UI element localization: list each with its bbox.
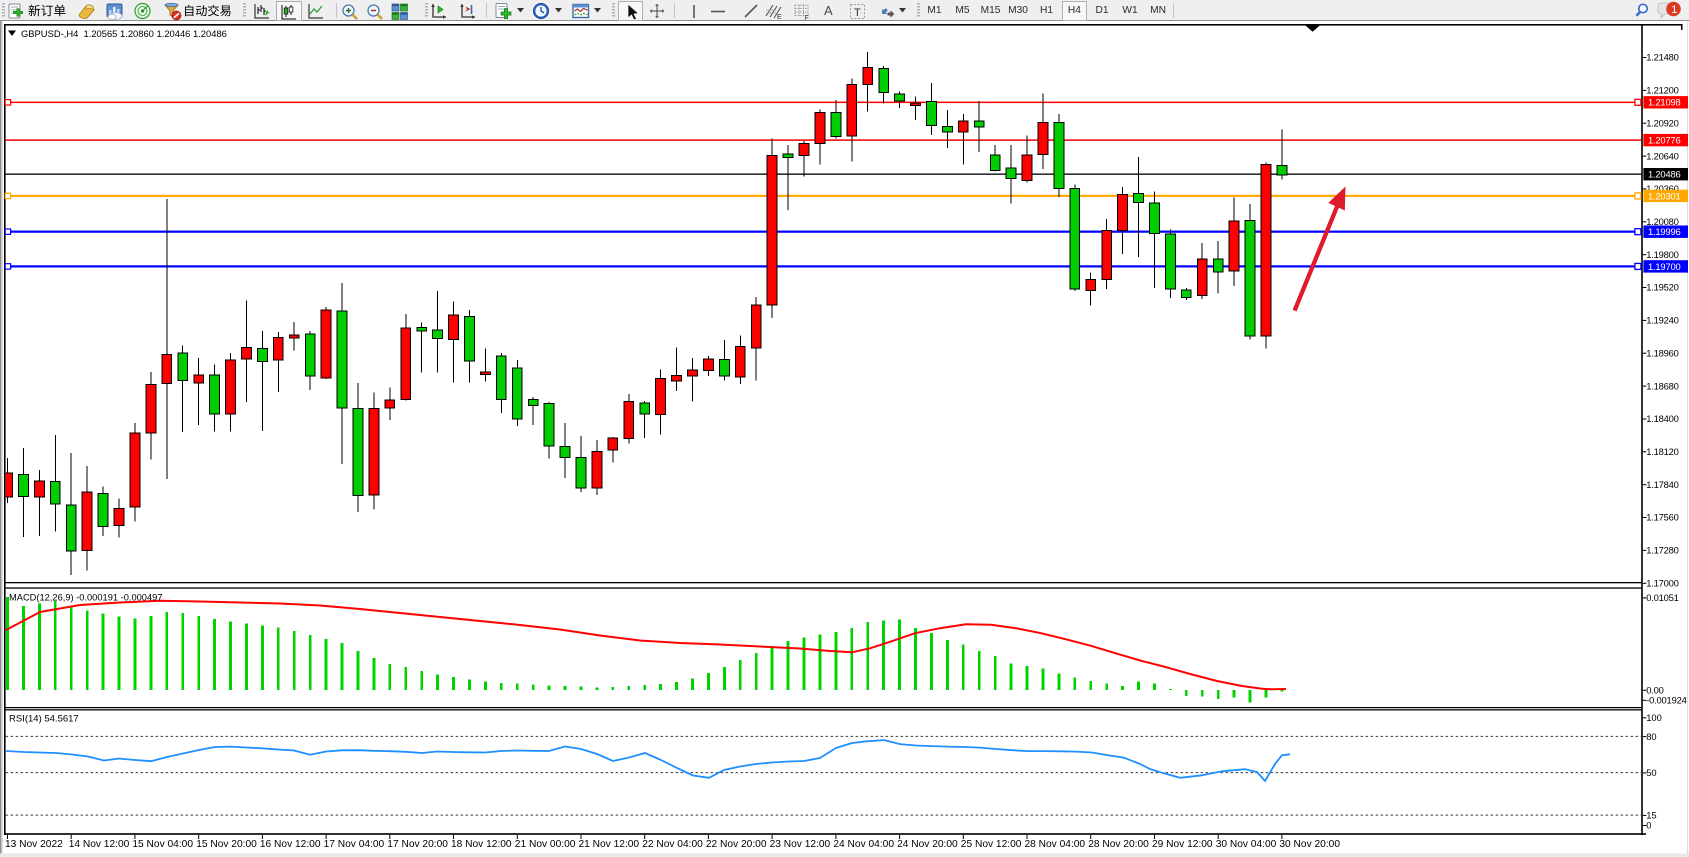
svg-text:21 Nov 12:00: 21 Nov 12:00 bbox=[579, 839, 640, 850]
svg-text:16 Nov 12:00: 16 Nov 12:00 bbox=[260, 839, 321, 850]
svg-text:50: 50 bbox=[1646, 767, 1656, 778]
svg-text:1.17560: 1.17560 bbox=[1646, 512, 1679, 523]
svg-text:13 Nov 2022: 13 Nov 2022 bbox=[5, 839, 63, 850]
svg-text:80: 80 bbox=[1646, 731, 1656, 742]
svg-text:1.17000: 1.17000 bbox=[1646, 578, 1679, 589]
svg-text:-0.001924: -0.001924 bbox=[1646, 695, 1686, 706]
svg-text:1.21098: 1.21098 bbox=[1648, 97, 1681, 108]
svg-text:100: 100 bbox=[1646, 712, 1662, 723]
svg-text:1.20920: 1.20920 bbox=[1646, 117, 1679, 128]
svg-text:1.19240: 1.19240 bbox=[1646, 315, 1679, 326]
svg-text:1.17840: 1.17840 bbox=[1646, 479, 1679, 490]
svg-text:17 Nov 20:00: 17 Nov 20:00 bbox=[387, 839, 448, 850]
svg-text:0.00: 0.00 bbox=[1646, 685, 1663, 696]
svg-text:29 Nov 12:00: 29 Nov 12:00 bbox=[1152, 839, 1213, 850]
svg-text:30 Nov 04:00: 30 Nov 04:00 bbox=[1216, 839, 1277, 850]
svg-text:1.20640: 1.20640 bbox=[1646, 150, 1679, 161]
svg-text:1.18400: 1.18400 bbox=[1646, 413, 1679, 424]
svg-text:1.21480: 1.21480 bbox=[1646, 52, 1679, 63]
svg-text:25 Nov 12:00: 25 Nov 12:00 bbox=[961, 839, 1022, 850]
svg-text:28 Nov 20:00: 28 Nov 20:00 bbox=[1088, 839, 1149, 850]
svg-text:E: E bbox=[777, 14, 782, 21]
svg-text:18 Nov 12:00: 18 Nov 12:00 bbox=[451, 839, 512, 850]
svg-text:14 Nov 12:00: 14 Nov 12:00 bbox=[69, 839, 130, 850]
svg-text:GBPUSD-,H4 1.20565 1.20860 1.: GBPUSD-,H4 1.20565 1.20860 1.20446 1.204… bbox=[21, 28, 227, 39]
svg-text:15 Nov 20:00: 15 Nov 20:00 bbox=[196, 839, 257, 850]
svg-text:24 Nov 04:00: 24 Nov 04:00 bbox=[833, 839, 894, 850]
svg-text:1.20486: 1.20486 bbox=[1648, 169, 1681, 180]
svg-text:1.20301: 1.20301 bbox=[1648, 190, 1681, 201]
svg-text:22 Nov 20:00: 22 Nov 20:00 bbox=[706, 839, 767, 850]
svg-text:1.18960: 1.18960 bbox=[1646, 347, 1679, 358]
svg-text:1.20776: 1.20776 bbox=[1648, 135, 1681, 146]
svg-text:15: 15 bbox=[1646, 810, 1656, 821]
svg-text:1.19700: 1.19700 bbox=[1648, 261, 1681, 272]
svg-text:15 Nov 04:00: 15 Nov 04:00 bbox=[132, 839, 193, 850]
svg-text:0: 0 bbox=[1646, 820, 1651, 831]
svg-text:1.17280: 1.17280 bbox=[1646, 545, 1679, 556]
svg-text:1.20360: 1.20360 bbox=[1646, 183, 1679, 194]
svg-text:24 Nov 20:00: 24 Nov 20:00 bbox=[897, 839, 958, 850]
svg-text:1.19996: 1.19996 bbox=[1648, 226, 1681, 237]
svg-text:MACD(12,26,9) -0.000191 -0.000: MACD(12,26,9) -0.000191 -0.000497 bbox=[9, 593, 163, 603]
svg-text:1.19520: 1.19520 bbox=[1646, 282, 1679, 293]
svg-text:0.01051: 0.01051 bbox=[1646, 592, 1679, 603]
svg-text:1.21200: 1.21200 bbox=[1646, 85, 1679, 96]
svg-text:F: F bbox=[805, 15, 809, 22]
svg-text:1: 1 bbox=[1671, 4, 1677, 16]
svg-text:28 Nov 04:00: 28 Nov 04:00 bbox=[1025, 839, 1086, 850]
svg-text:1.18120: 1.18120 bbox=[1646, 446, 1679, 457]
svg-text:22 Nov 04:00: 22 Nov 04:00 bbox=[642, 839, 703, 850]
svg-text:21 Nov 00:00: 21 Nov 00:00 bbox=[515, 839, 576, 850]
svg-text:1.19800: 1.19800 bbox=[1646, 249, 1679, 260]
svg-text:30 Nov 20:00: 30 Nov 20:00 bbox=[1279, 839, 1340, 850]
svg-text:17 Nov 04:00: 17 Nov 04:00 bbox=[324, 839, 385, 850]
svg-text:1.20080: 1.20080 bbox=[1646, 216, 1679, 227]
svg-text:RSI(14) 54.5617: RSI(14) 54.5617 bbox=[9, 714, 79, 725]
svg-text:T: T bbox=[854, 7, 861, 19]
svg-text:23 Nov 12:00: 23 Nov 12:00 bbox=[770, 839, 831, 850]
svg-text:1.18680: 1.18680 bbox=[1646, 380, 1679, 391]
